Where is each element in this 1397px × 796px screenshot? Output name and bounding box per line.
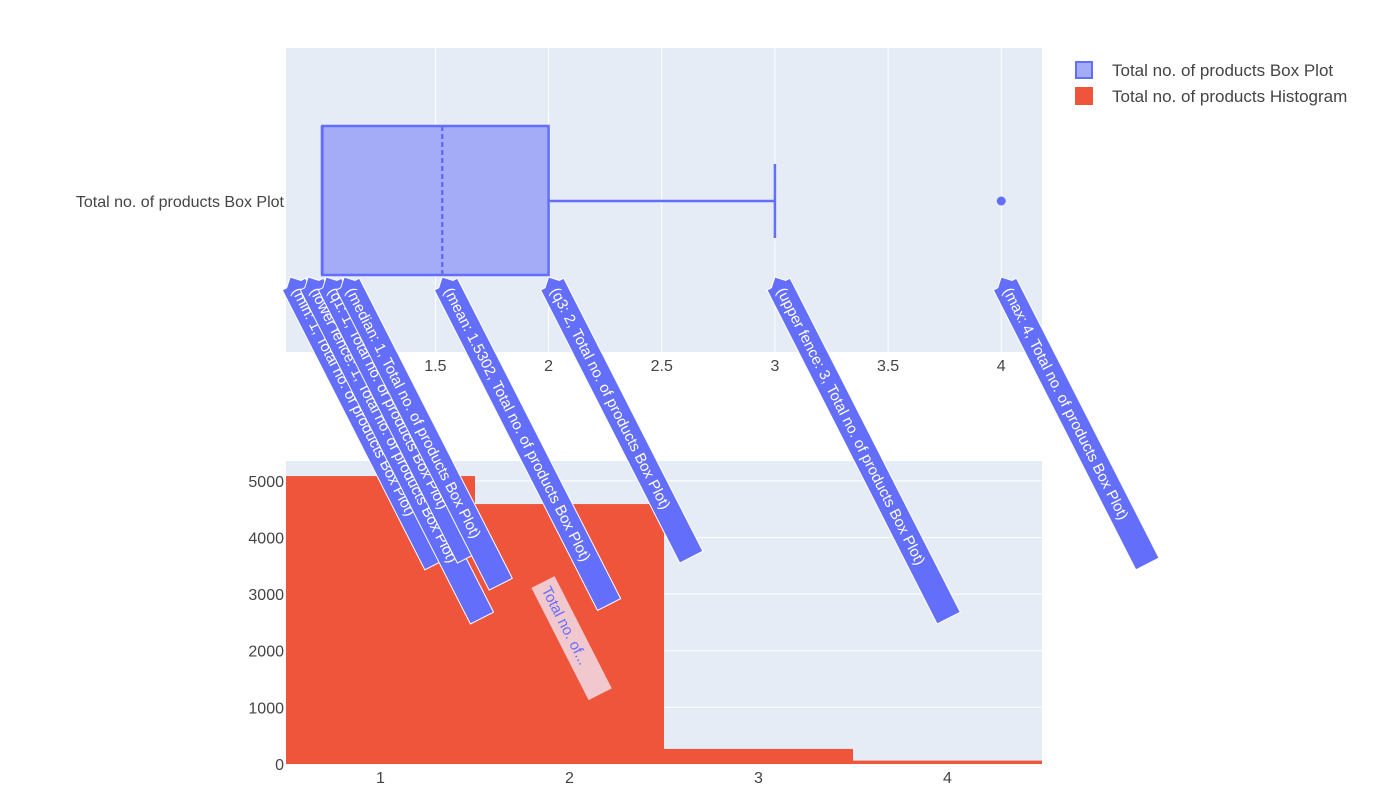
hist-x-tick-label: 3 bbox=[754, 770, 763, 787]
hist-y-tick-label: 1000 bbox=[248, 700, 284, 717]
box-x-tick-label: 2.5 bbox=[651, 358, 673, 375]
hist-y-tick-label: 2000 bbox=[248, 644, 284, 661]
hist-y-tick-label: 0 bbox=[275, 757, 284, 774]
box-x-tick-label: 3.5 bbox=[877, 358, 899, 375]
hist-x-tick-label: 1 bbox=[376, 770, 385, 787]
hist-x-tick-label: 2 bbox=[565, 770, 574, 787]
histogram-y-tick-labels: 0 1000 2000 3000 4000 5000 bbox=[248, 474, 284, 774]
box-plot-x-tick-labels: 1.5 2 2.5 3 3.5 4 bbox=[424, 358, 1006, 375]
legend-label: Total no. of products Box Plot bbox=[1112, 61, 1333, 80]
hist-y-tick-label: 4000 bbox=[248, 530, 284, 547]
box-iqr[interactable] bbox=[320, 124, 550, 277]
box-x-tick-label: 2 bbox=[544, 358, 553, 375]
hist-y-tick-label: 5000 bbox=[248, 474, 284, 491]
hover-label-box bbox=[992, 276, 1160, 571]
hover-label-box bbox=[766, 276, 961, 625]
legend-swatch bbox=[1075, 87, 1093, 105]
histogram-bar[interactable] bbox=[664, 748, 853, 764]
box-x-tick-label: 1.5 bbox=[424, 358, 446, 375]
box-x-tick-label: 4 bbox=[997, 358, 1006, 375]
hover-label-truncated-box bbox=[531, 576, 612, 701]
histogram-x-tick-labels: 1 2 3 4 bbox=[376, 770, 952, 787]
box-plot-panel: 1.5 2 2.5 3 3.5 4 Total no. of products Box P… bbox=[76, 48, 1042, 375]
hover-label-box bbox=[433, 276, 622, 612]
legend-item[interactable]: Total no. of products Box Plot bbox=[1075, 61, 1333, 80]
legend-swatch bbox=[1075, 61, 1093, 79]
legend[interactable]: Total no. of products Box Plot Total no. … bbox=[1075, 61, 1347, 106]
hist-x-tick-label: 4 bbox=[943, 770, 952, 787]
histogram-bar[interactable] bbox=[853, 760, 1042, 764]
box-plot-category-label: Total no. of products Box Plot bbox=[76, 194, 285, 211]
legend-item[interactable]: Total no. of products Histogram bbox=[1075, 87, 1347, 106]
box-outlier-point[interactable] bbox=[996, 196, 1006, 206]
hover-label-box bbox=[539, 276, 704, 564]
hist-y-tick-label: 3000 bbox=[248, 587, 284, 604]
box-plot-marks[interactable] bbox=[320, 124, 1006, 277]
box-x-tick-label: 3 bbox=[770, 358, 779, 375]
histogram-panel: 0 1000 2000 3000 4000 5000 1 2 3 4 bbox=[248, 461, 1042, 787]
legend-label: Total no. of products Histogram bbox=[1112, 87, 1347, 106]
hover-label-box bbox=[335, 276, 514, 591]
